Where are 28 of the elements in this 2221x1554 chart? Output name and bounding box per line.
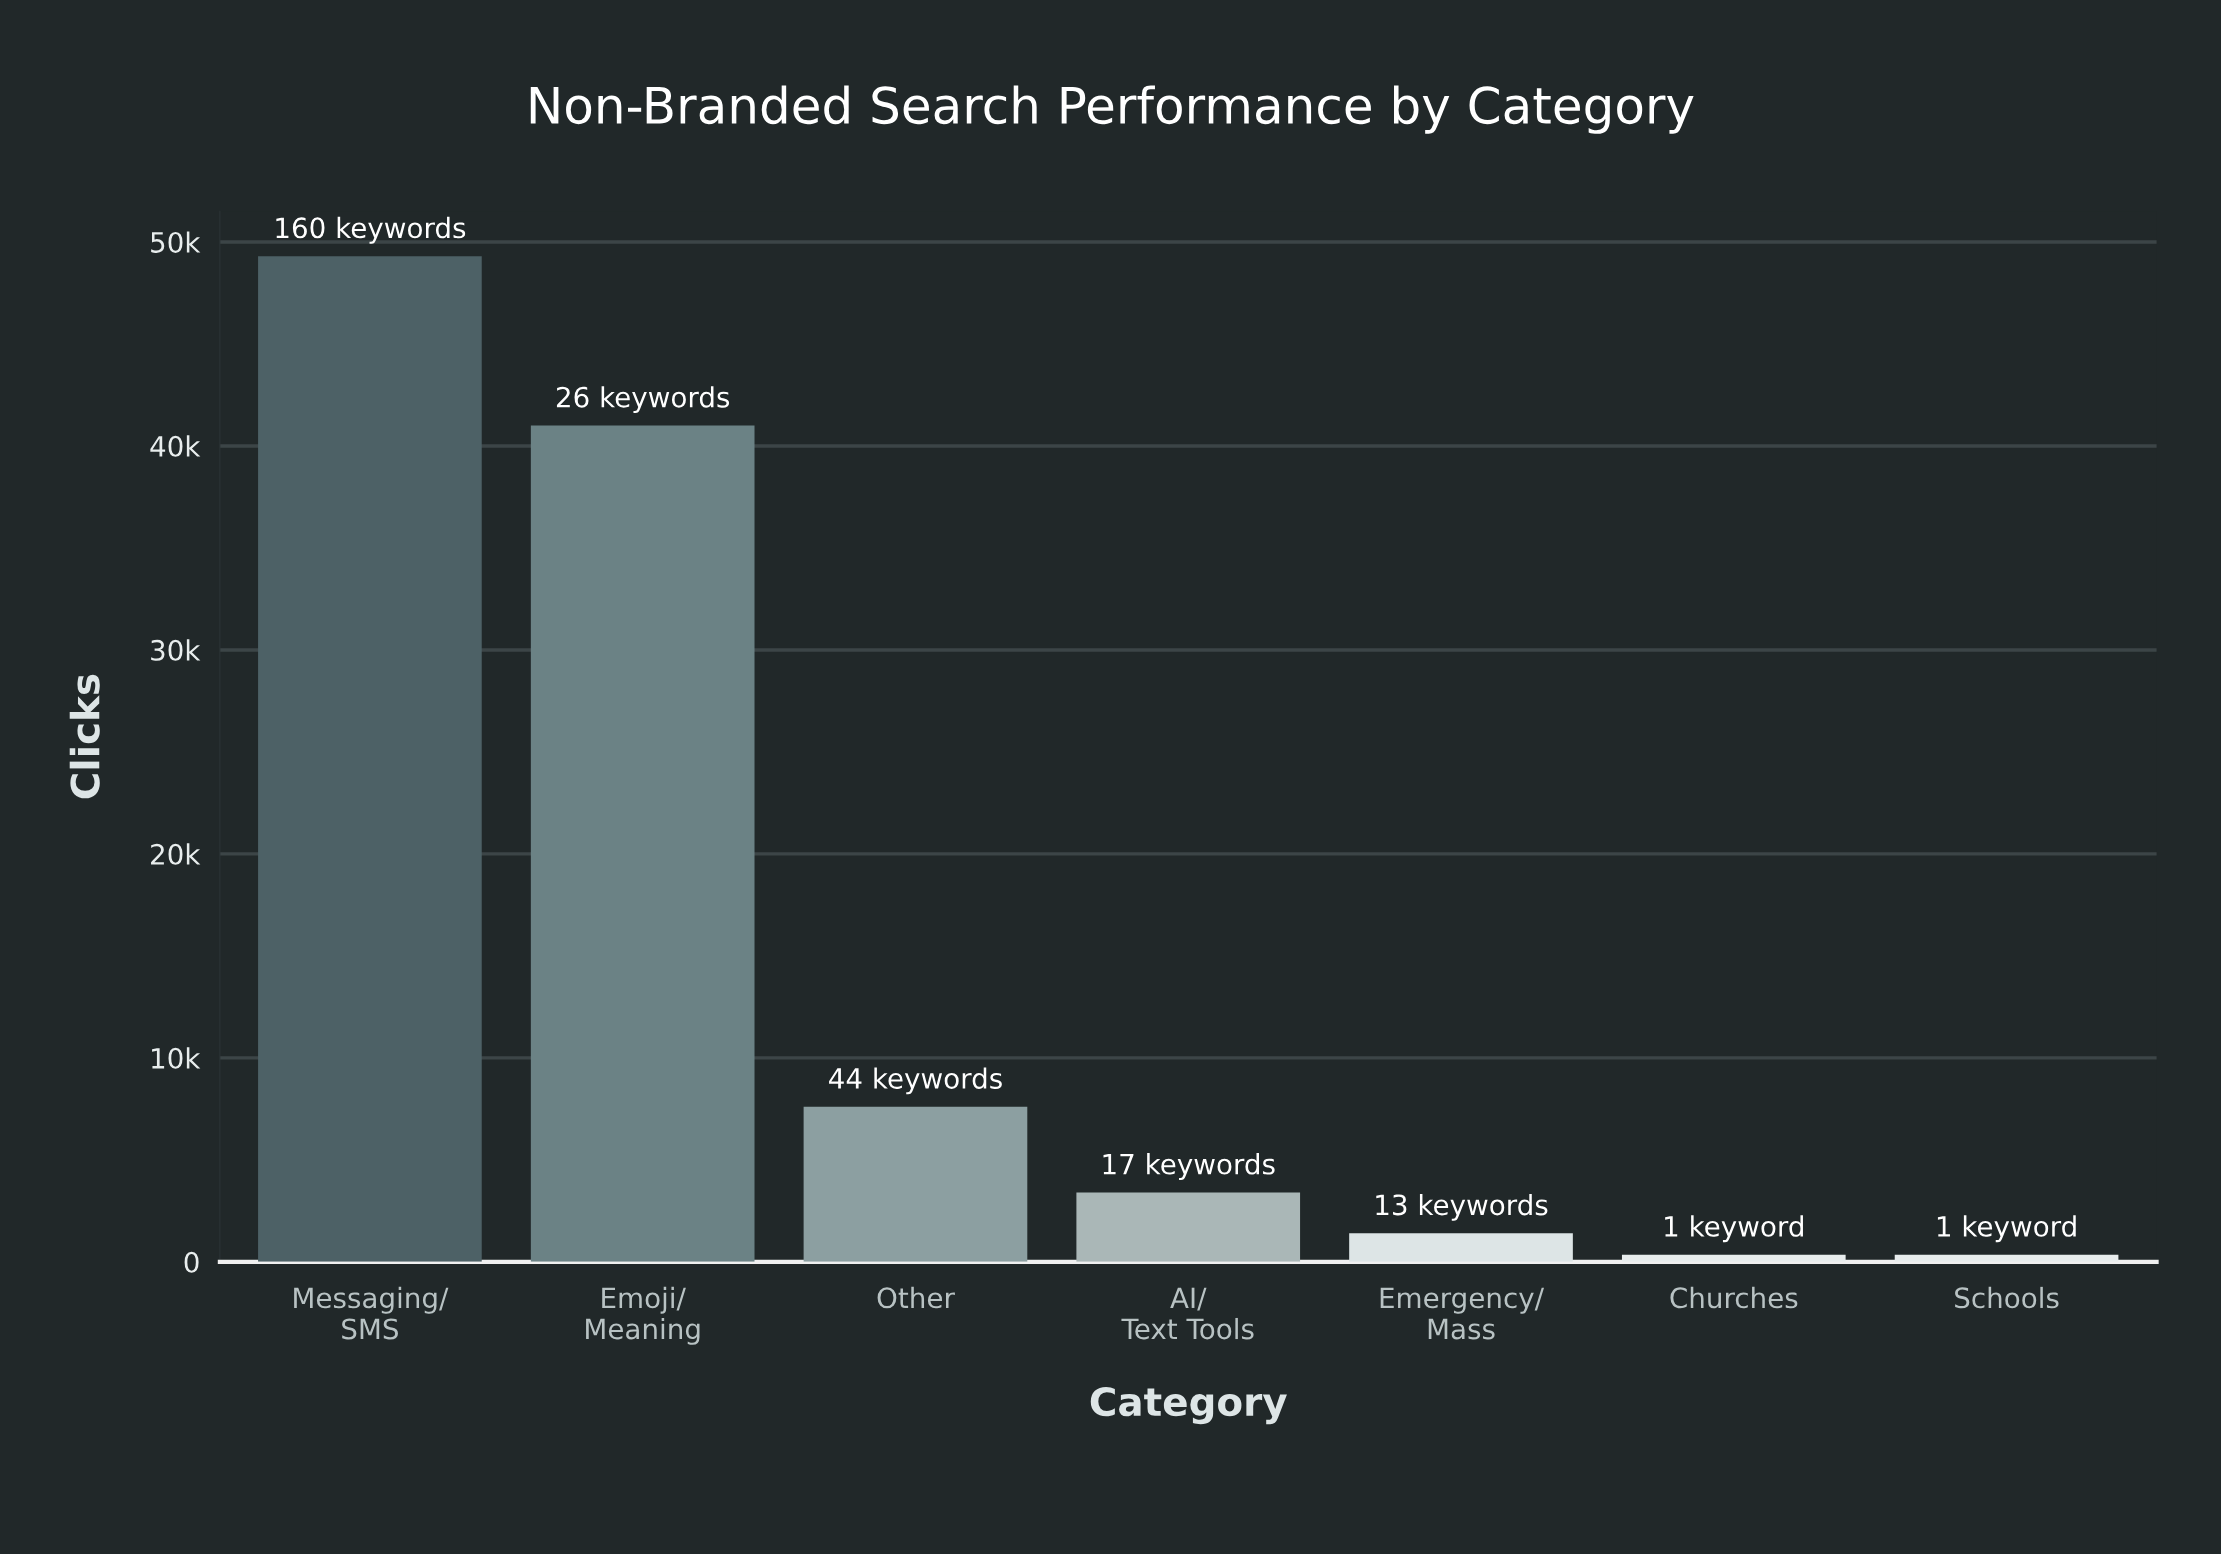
- annotation: 160 keywords: [276, 216, 466, 244]
- bar: [258, 256, 482, 1262]
- chart-title: Non-Branded Search Performance by Category: [530, 85, 1694, 134]
- bar: [1349, 1233, 1573, 1262]
- y-tick-label: 0: [184, 1251, 199, 1273]
- bar: [803, 1106, 1028, 1262]
- annotation: 17 keywords: [1103, 1153, 1275, 1180]
- annotation: 44 keywords: [829, 1067, 1002, 1095]
- y-tick-label: 30k: [151, 639, 201, 661]
- x-tick-label: Churches: [1670, 1286, 1798, 1309]
- annotation: 13 keywords: [1376, 1193, 1548, 1221]
- y-tick-label: 50k: [151, 231, 201, 253]
- y-axis-title: Clicks: [69, 674, 100, 799]
- x-tick-label: Messaging/ SMS: [294, 1286, 449, 1340]
- x-tick-label: Emergency/ Mass: [1380, 1287, 1545, 1340]
- x-tick-label: Other: [877, 1286, 955, 1309]
- x-tick-label: Schools: [1955, 1286, 2059, 1309]
- x-tick-label: AI/ Text Tools: [1121, 1287, 1254, 1340]
- annotation: 1 keyword: [1665, 1215, 1803, 1243]
- y-tick-label: 20k: [151, 843, 201, 865]
- x-axis-title: Category: [1090, 1386, 1287, 1425]
- y-tick-label: 10k: [152, 1047, 201, 1069]
- x-tick-label: Emoji/ Meaning: [586, 1286, 700, 1345]
- bar: [1076, 1192, 1301, 1262]
- annotation: 1 keyword: [1937, 1215, 2076, 1243]
- annotation: 26 keywords: [556, 386, 730, 414]
- bar: [530, 425, 755, 1262]
- y-tick-label: 40k: [150, 435, 201, 457]
